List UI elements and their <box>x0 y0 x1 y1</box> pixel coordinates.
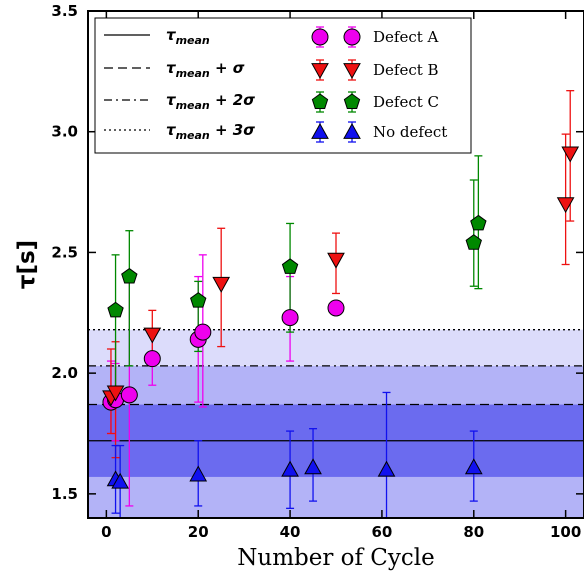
defect-c-errorbar <box>469 179 478 287</box>
legend-label-defect-c: Defect C <box>373 93 439 111</box>
sigma-bands <box>88 329 584 518</box>
legend-label: τmean + 3σ <box>166 121 255 142</box>
reference-lines <box>88 329 584 442</box>
legend-label-defect-a: Defect A <box>373 28 439 46</box>
band-0 <box>88 476 584 518</box>
defect-b-point <box>561 146 580 163</box>
defect-a-point <box>281 309 299 327</box>
defect-b-point <box>327 252 345 269</box>
defect-b-point <box>106 385 125 402</box>
no-defect-point <box>377 460 396 477</box>
x-axis-label: Number of Cycle <box>237 545 435 571</box>
legend-marker-defect-a <box>343 28 361 46</box>
defect-b-point <box>556 197 575 214</box>
y-tick-label: 1.5 <box>51 485 78 503</box>
band-2 <box>88 365 584 405</box>
legend-marker-defect-b <box>343 63 361 80</box>
y-tick-label: 2.5 <box>51 243 78 261</box>
legend-label: τmean + σ <box>166 59 245 80</box>
x-tick-label: 40 <box>280 523 301 541</box>
no-defect-point <box>281 460 299 477</box>
defect-a-point <box>194 323 212 341</box>
band-3 <box>88 329 584 366</box>
no-defect-point <box>189 465 208 482</box>
defect-c-point <box>107 301 124 318</box>
no-defect-point <box>111 472 129 489</box>
defect-c-point <box>121 267 138 284</box>
legend-label: τmean <box>166 26 210 47</box>
y-tick-label: 2.0 <box>51 364 78 382</box>
no-defect-point <box>464 458 483 475</box>
x-tick-label: 20 <box>188 523 209 541</box>
defect-b-point <box>212 276 231 293</box>
defect-a-point <box>143 350 161 368</box>
plot-frame <box>87 10 584 519</box>
data-markers <box>102 146 580 489</box>
defect-c-point <box>470 214 487 231</box>
defect-c-point <box>465 234 482 250</box>
defect-c-point <box>281 258 299 274</box>
x-tick-label: 80 <box>463 523 484 541</box>
x-tick-label: 60 <box>371 523 392 541</box>
x-tick-label: 100 <box>550 523 581 541</box>
tick-labels: 0 20 40 60 80 100 1.5 2.0 2.5 3.0 3.5 <box>51 2 581 541</box>
legend-box <box>94 17 472 154</box>
legend: τmean τmean + σ τmean + 2σ τmean + 3σ Defect… <box>94 17 472 154</box>
legend-marker-defect-c <box>311 93 329 109</box>
legend-label-defect-b: Defect B <box>373 61 439 79</box>
legend-marker-defect-b <box>311 63 329 80</box>
y-tick-label: 3.5 <box>51 2 78 20</box>
x-tick-label: 0 <box>101 523 111 541</box>
legend-marker-no-defect <box>343 122 361 139</box>
y-tick-label: 3.0 <box>51 123 78 141</box>
no-defect-point <box>304 458 322 475</box>
defect-c-point <box>190 292 207 308</box>
legend-label: τmean + 2σ <box>166 91 255 112</box>
defect-a-point <box>327 299 345 317</box>
legend-marker-no-defect <box>311 122 329 139</box>
defect-a-point <box>120 386 138 404</box>
defect-b-point <box>143 327 162 344</box>
legend-marker-defect-a <box>311 28 329 46</box>
legend-marker-defect-c <box>343 93 361 109</box>
defect-c-errorbar <box>125 230 134 367</box>
y-axis-label: τ[s] <box>14 240 40 289</box>
legend-label-no-defect: No defect <box>373 123 447 141</box>
